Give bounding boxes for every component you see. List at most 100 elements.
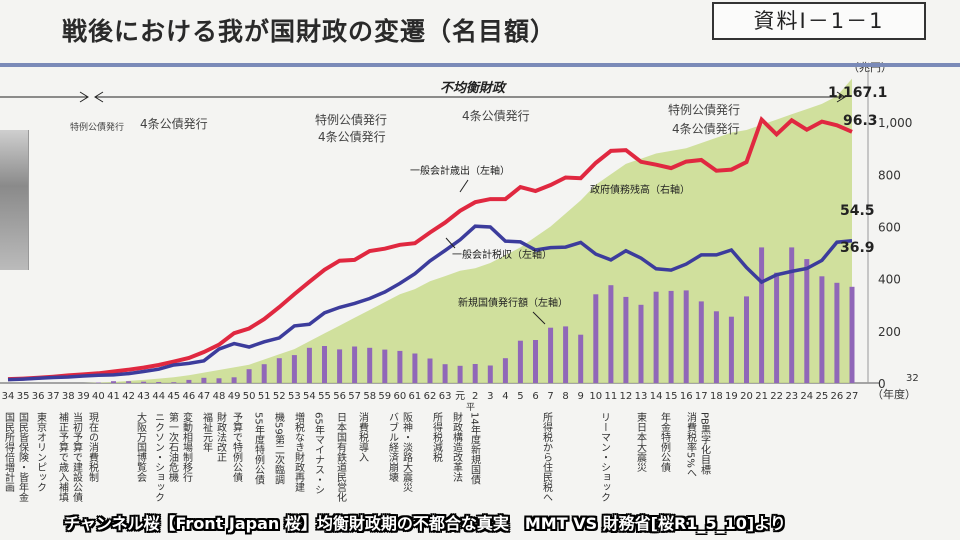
video-caption: チャンネル桜【Front Japan 桜】均衡財政期の不都合な真実 MMT VS… <box>64 514 786 533</box>
expenditure-line <box>7 115 853 382</box>
x-tick-56: 27 <box>846 391 859 402</box>
bond-label-5: 4条公債発行 <box>462 108 530 123</box>
x-tick-43: 14 <box>650 391 663 402</box>
event-note-14: 機59第二次臨調 <box>273 411 285 486</box>
x-tick-11: 45 <box>167 391 180 402</box>
event-note-8: 第一次石油危機 <box>167 411 179 483</box>
x-tick-21: 55 <box>318 391 331 402</box>
building-photo <box>0 130 29 270</box>
bond-bar-19 <box>728 316 734 383</box>
bond-bar-12 <box>623 296 629 383</box>
x-tick-19: 53 <box>288 391 301 402</box>
bond-bar-52 <box>276 358 282 383</box>
x-tick-4: 38 <box>62 391 75 402</box>
x-tick-0: 34 <box>2 391 15 402</box>
bond-label-4: 4条公債発行 <box>318 129 386 144</box>
expenditure-series-label: 一般会計歳出（左軸） <box>410 164 510 177</box>
x-tick-13: 47 <box>198 391 211 402</box>
video-caption-bar: チャンネル桜【Front Japan 桜】均衡財政期の不都合な真実 MMT VS… <box>0 506 960 540</box>
event-note-29: PB黒字化目標 <box>699 412 711 476</box>
bond-bar-13 <box>638 304 644 384</box>
era-arrow-left-head <box>79 91 89 103</box>
bond-bar-21 <box>759 247 765 383</box>
x-tick-3: 37 <box>47 391 60 402</box>
page-title: 戦後における我が国財政の変遷（名目額） <box>62 17 557 46</box>
event-note-25: リーマン・ショック <box>599 412 610 502</box>
x-tick-45: 16 <box>680 391 693 402</box>
x-tick-15: 49 <box>228 391 241 402</box>
expenditure-pointer <box>459 179 469 193</box>
document-label: 資料Ⅰ－1－1 <box>712 2 926 40</box>
heisei-sub-label: 平 <box>466 402 475 413</box>
right-tick-800: 800 <box>878 168 901 182</box>
bond-bar-59 <box>382 349 388 383</box>
bond-bar-14 <box>653 291 659 383</box>
x-tick-32: 3 <box>487 391 493 402</box>
x-tick-1: 35 <box>17 391 30 402</box>
fiscal-period-label: 不均衡財政 <box>440 80 507 96</box>
event-note-22: 財政構造改革法 <box>451 411 463 483</box>
event-note-28: 消費税率5%へ <box>685 411 697 478</box>
x-tick-2: 36 <box>32 391 45 402</box>
x-tick-16: 50 <box>243 391 256 402</box>
event-note-21: 所得税減税 <box>431 412 443 463</box>
tax-series-label: 一般会計税収（左軸） <box>452 248 552 261</box>
bond-bar-60 <box>397 350 403 383</box>
bond-bar-20 <box>744 296 749 383</box>
x-tick-7: 41 <box>107 391 120 402</box>
bond-bar-45 <box>171 382 177 383</box>
bond-bar-49 <box>231 377 237 383</box>
x-tick-44: 15 <box>665 391 678 402</box>
right-tick-1000: 1,000 <box>878 116 912 130</box>
bond-bar-43 <box>141 381 147 383</box>
bond-bar-元 <box>457 365 463 383</box>
event-note-16: 65年マイナス・シ <box>313 412 325 495</box>
bond-bar-24 <box>804 259 810 383</box>
event-note-0: 国民所得倍増計画 <box>3 412 15 493</box>
bond-label-1: 特例公債発行 <box>70 121 124 133</box>
event-note-24: 所得税から住民税へ <box>541 412 553 502</box>
x-tick-26: 60 <box>394 391 407 402</box>
x-tick-46: 17 <box>695 391 708 402</box>
bond-bar-15 <box>668 290 674 383</box>
x-tick-49: 20 <box>740 391 753 402</box>
bond-bar-57 <box>352 346 358 383</box>
debt-series-label: 政府債務残高（右軸） <box>590 183 690 196</box>
x-tick-24: 58 <box>363 391 376 402</box>
event-note-23: 14年度新規国債 <box>469 412 481 486</box>
x-tick-30: 元 <box>455 391 465 402</box>
bond-bar-11 <box>608 285 614 383</box>
x-extra-tick: 32 <box>906 373 919 384</box>
tax-end-value: 54.5 <box>840 203 875 219</box>
x-tick-20: 54 <box>303 391 316 402</box>
event-note-4: 当初予算で建設公債 <box>71 411 83 503</box>
event-note-17: 日本国有鉄道民営化 <box>335 412 347 502</box>
x-tick-50: 21 <box>755 391 768 402</box>
x-tick-6: 40 <box>92 391 105 402</box>
bond-label-2: 4条公債発行 <box>140 116 208 131</box>
tax-pointer <box>445 237 456 249</box>
bond-bar-5 <box>517 340 523 383</box>
bond-end-value: 36.9 <box>840 240 875 256</box>
right-axis-ticks: 0 200 400 600 800 1,000 <box>878 116 912 391</box>
bond-bar-56 <box>337 349 343 383</box>
x-tick-33: 4 <box>502 391 508 402</box>
bond-bar-6 <box>533 340 538 383</box>
event-note-20: 阪神・淡路大震災 <box>401 411 413 492</box>
bond-bar-62 <box>427 358 433 383</box>
x-tick-25: 59 <box>378 391 391 402</box>
x-tick-14: 48 <box>213 391 226 402</box>
bond-bar-41 <box>111 381 116 383</box>
x-tick-40: 11 <box>605 391 618 402</box>
bond-bar-16 <box>683 290 689 383</box>
x-tick-54: 25 <box>816 391 829 402</box>
bond-bar-55 <box>322 346 327 383</box>
bond-bars <box>95 247 855 384</box>
x-tick-51: 22 <box>770 391 783 402</box>
bond-bar-17 <box>698 301 704 383</box>
bond-bar-46 <box>186 379 192 383</box>
x-tick-5: 39 <box>77 391 90 402</box>
x-tick-8: 42 <box>122 391 135 402</box>
event-note-13: 55年度特例公債 <box>253 412 265 486</box>
